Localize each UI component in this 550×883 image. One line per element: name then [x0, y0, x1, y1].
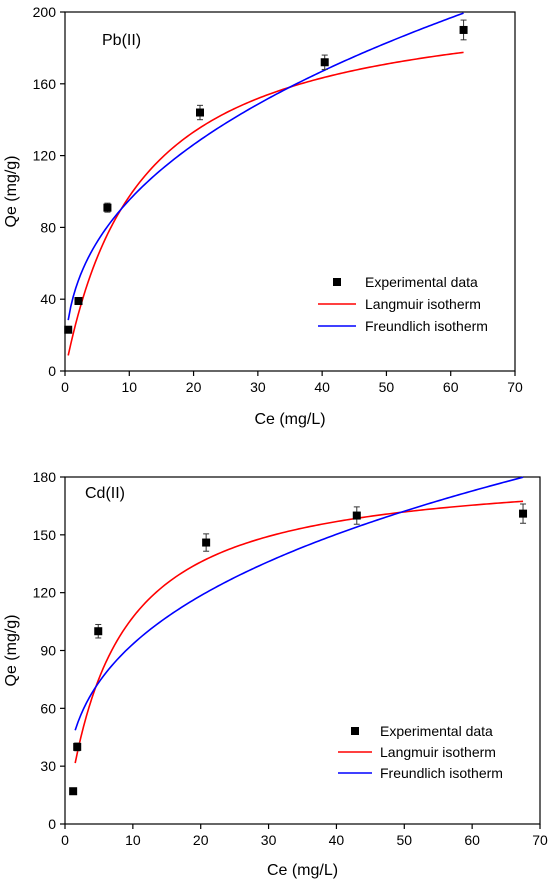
legend-marker	[333, 278, 341, 286]
legend-label: Experimental data	[365, 274, 478, 290]
data-point	[320, 58, 329, 67]
legend-label: Experimental data	[380, 723, 493, 739]
data-point	[103, 203, 112, 212]
data-point	[94, 627, 103, 636]
x-tick-label: 0	[61, 832, 69, 848]
freundlich-curve	[67, 12, 464, 321]
y-tick-label: 0	[48, 363, 56, 379]
data-point	[196, 108, 204, 117]
y-tick-label: 0	[48, 816, 56, 832]
x-tick-label: 10	[121, 379, 137, 395]
x-tick-label: 30	[250, 379, 266, 395]
freundlich-curve	[74, 476, 524, 731]
data-point	[352, 511, 361, 520]
data-point	[69, 787, 78, 796]
y-axis-title: Qe (mg/g)	[3, 614, 20, 686]
data-point	[519, 509, 528, 518]
x-tick-label: 50	[379, 379, 395, 395]
legend-label: Freundlich isotherm	[380, 765, 503, 781]
data-point	[74, 296, 83, 305]
x-tick-label: 70	[507, 379, 523, 395]
y-tick-label: 180	[33, 469, 57, 485]
legend-label: Langmuir isotherm	[365, 296, 481, 312]
y-tick-label: 60	[40, 700, 56, 716]
data-point	[202, 538, 211, 547]
y-tick-label: 40	[40, 291, 56, 307]
chart-1: 0 10 20 30 40 50 60 70 0 30 60 90 120 150 180 Ce (mg/L)…	[3, 469, 548, 879]
y-tick-label: 150	[33, 527, 57, 543]
data-point	[73, 742, 82, 751]
langmuir-curve	[67, 51, 464, 356]
x-tick-label: 40	[329, 832, 345, 848]
y-axis-title: Qe (mg/g)	[3, 155, 20, 227]
x-tick-label: 30	[261, 832, 277, 848]
x-tick-label: 60	[464, 832, 480, 848]
y-tick-label: 30	[40, 758, 56, 774]
langmuir-curve	[74, 500, 524, 764]
legend-label: Langmuir isotherm	[380, 744, 496, 760]
plot-frame	[64, 11, 516, 372]
panel-label: Pb(II)	[102, 32, 141, 49]
x-tick-label: 10	[125, 832, 141, 848]
y-tick-label: 200	[33, 4, 57, 20]
y-tick-label: 80	[40, 219, 56, 235]
y-tick-label: 120	[33, 585, 57, 601]
legend-label: Freundlich isotherm	[365, 318, 488, 334]
data-point	[459, 25, 468, 34]
y-tick-label: 120	[33, 148, 57, 164]
x-tick-label: 40	[314, 379, 330, 395]
y-tick-label: 90	[40, 643, 56, 659]
x-axis-title: Ce (mg/L)	[267, 862, 338, 879]
legend-marker	[351, 727, 359, 735]
x-tick-label: 0	[61, 379, 69, 395]
chart-0: 0 10 20 30 40 50 60 70 0 40 80 120 160 200 Ce (mg/L) Qe…	[3, 4, 523, 428]
x-tick-label: 50	[396, 832, 412, 848]
y-tick-label: 160	[33, 76, 57, 92]
x-tick-label: 20	[186, 379, 202, 395]
x-tick-label: 60	[443, 379, 459, 395]
panel-label: Cd(II)	[85, 485, 125, 502]
x-tick-label: 20	[193, 832, 209, 848]
x-tick-label: 70	[532, 832, 548, 848]
data-point	[64, 325, 73, 334]
x-axis-title: Ce (mg/L)	[254, 411, 325, 428]
